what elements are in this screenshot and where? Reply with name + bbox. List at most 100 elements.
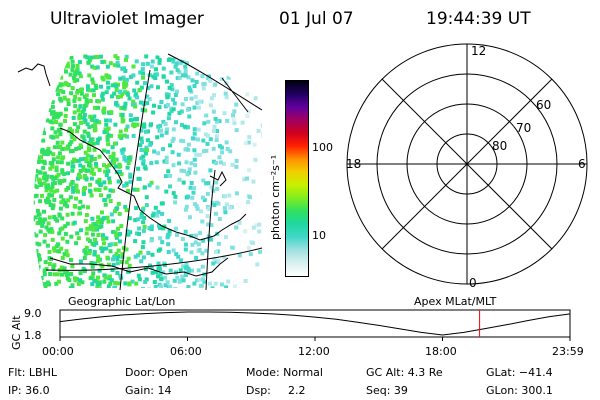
emission-pixel (57, 180, 62, 185)
emission-pixel (42, 272, 47, 277)
emission-pixel (197, 230, 202, 235)
emission-pixel (102, 241, 106, 246)
gain-info: Gain: 14 (125, 384, 172, 397)
emission-pixel (86, 237, 90, 242)
emission-pixel (37, 170, 42, 175)
emission-pixel (141, 287, 145, 288)
emission-pixel (92, 157, 97, 161)
emission-pixel (43, 260, 48, 265)
emission-pixel (181, 278, 186, 283)
emission-pixel (72, 204, 77, 208)
emission-pixel (42, 209, 46, 214)
emission-pixel (111, 188, 116, 193)
emission-pixel (54, 281, 59, 286)
graticule (45, 53, 263, 290)
emission-pixel (192, 84, 197, 88)
emission-pixel (242, 177, 247, 182)
emission-pixel (108, 281, 113, 286)
emission-pixel (124, 77, 129, 82)
emission-pixel (166, 242, 171, 247)
emission-pixel (131, 133, 136, 138)
emission-pixel (261, 132, 263, 137)
emission-pixel (36, 253, 41, 258)
emission-pixel (174, 61, 179, 66)
emission-pixel (39, 182, 43, 187)
emission-pixel (255, 262, 260, 267)
emission-pixel (87, 162, 92, 167)
emission-pixel (87, 146, 91, 151)
emission-pixel (104, 246, 109, 251)
emission-pixel (195, 100, 200, 105)
emission-pixel (65, 82, 70, 87)
emission-pixel (100, 97, 105, 102)
emission-pixel (45, 118, 49, 123)
emission-pixel (175, 68, 180, 73)
emission-pixel (114, 100, 119, 105)
emission-pixel (201, 195, 205, 200)
geographic-map (17, 53, 263, 290)
emission-pixel (152, 103, 156, 108)
emission-pixel (94, 118, 99, 123)
emission-pixel (205, 214, 210, 219)
emission-pixel (115, 271, 120, 275)
emission-pixel (164, 189, 169, 194)
emission-pixel (61, 198, 66, 203)
emission-pixel (33, 273, 35, 278)
emission-pixel (50, 229, 55, 234)
emission-pixel (134, 59, 139, 64)
emission-pixel (161, 270, 166, 275)
emission-pixel (36, 264, 41, 269)
emission-pixel (183, 247, 188, 252)
emission-pixel (176, 152, 181, 157)
emission-pixel (139, 212, 144, 216)
emission-pixel (103, 275, 108, 280)
emission-pixel (76, 281, 81, 286)
emission-pixel (59, 200, 64, 205)
emission-pixel (210, 286, 215, 288)
emission-pixel (92, 147, 97, 152)
emission-pixel (199, 209, 203, 214)
emission-pixel (71, 185, 75, 190)
emission-pixel (122, 133, 127, 138)
emission-pixel (194, 255, 199, 260)
emission-pixel (228, 205, 233, 210)
emission-pixel (104, 173, 109, 177)
emission-pixel (118, 129, 123, 134)
emission-pixel (225, 147, 230, 151)
emission-pixel (251, 179, 256, 184)
emission-pixel (97, 120, 102, 125)
emission-pixel (122, 155, 127, 160)
emission-pixel (70, 286, 75, 288)
emission-pixel (66, 146, 71, 151)
emission-pixel (69, 91, 74, 96)
emission-pixel (33, 128, 38, 132)
emission-pixel (157, 58, 162, 62)
emission-pixel (50, 206, 55, 211)
emission-pixel (143, 267, 148, 272)
emission-pixel (217, 119, 222, 124)
emission-pixel (212, 93, 217, 98)
emission-pixel (97, 188, 102, 192)
emission-pixel (33, 279, 38, 284)
emission-pixel (41, 107, 46, 112)
emission-pixel (99, 246, 104, 251)
emission-pixel (96, 105, 101, 110)
emission-pixel (90, 216, 95, 221)
emission-pixel (171, 248, 176, 253)
emission-pixel (154, 160, 159, 165)
emission-pixel (59, 160, 64, 165)
emission-pixel (63, 200, 68, 205)
emission-pixel (240, 120, 245, 125)
emission-pixel (89, 261, 94, 265)
emission-pixel (205, 191, 210, 196)
emission-pixel (149, 84, 154, 89)
emission-pixel (37, 122, 42, 127)
emission-pixel (94, 289, 98, 290)
emission-pixel (126, 256, 131, 261)
emission-pixel (33, 80, 35, 85)
emission-pixel (209, 223, 214, 228)
emission-pixel (200, 74, 205, 79)
emission-pixel (95, 219, 100, 224)
emission-pixel (228, 149, 233, 154)
emission-pixel (208, 281, 212, 286)
